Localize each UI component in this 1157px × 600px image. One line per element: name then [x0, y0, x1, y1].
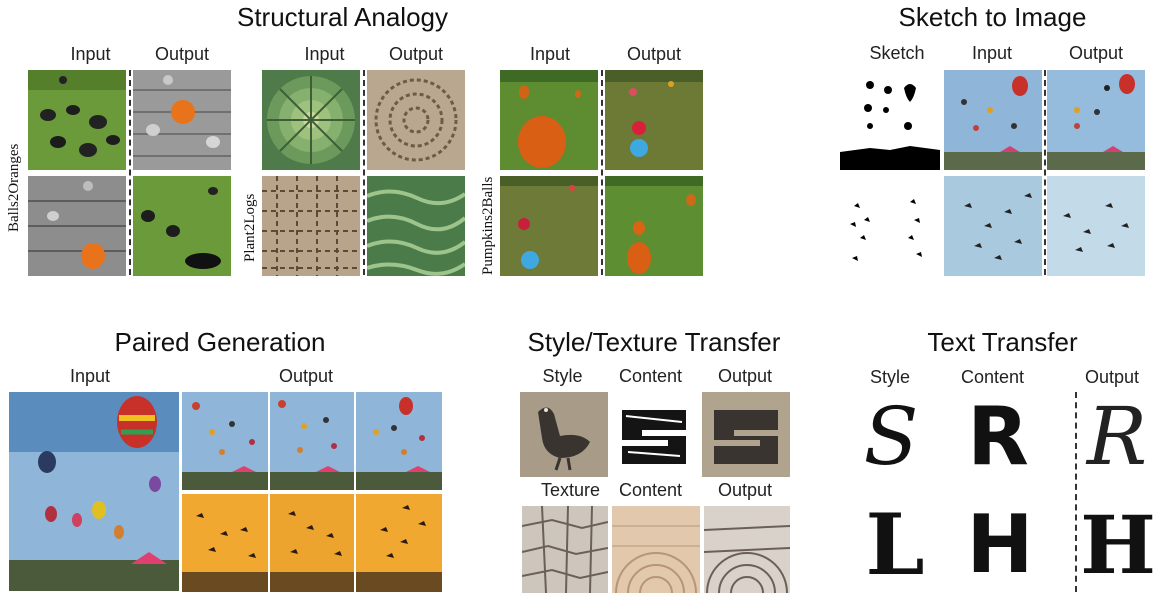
- texture-label: Texture: [540, 480, 601, 500]
- paired-generation-title: Paired Generation: [114, 327, 326, 357]
- mosaic-bird-style-image: [520, 392, 608, 477]
- balloon-sketch-input-image: [944, 70, 1042, 170]
- logs-output-image: [367, 70, 465, 170]
- balloon-sketch-image: [840, 70, 940, 170]
- text-content-label: Content: [960, 367, 1025, 387]
- paired-output-balloons-3: [356, 392, 442, 490]
- balls-output-image: [133, 70, 231, 170]
- cracked-texture-image: [522, 506, 608, 593]
- group1-output-label: Output: [154, 44, 210, 64]
- paired-output-birds-2: [270, 494, 354, 592]
- sketch-output-label: Output: [1068, 43, 1124, 63]
- group3-divider: [601, 70, 603, 275]
- plant-output-image: [367, 176, 465, 276]
- cracked-output-image: [704, 506, 790, 593]
- group3-output-label: Output: [626, 44, 682, 64]
- pumpkins2balls-label: Pumpkins2Balls: [480, 176, 496, 275]
- paired-input-label: Input: [69, 366, 111, 386]
- birds-output-image: [1047, 176, 1145, 276]
- letter-s-content-image: [612, 392, 698, 477]
- balls2oranges-label: Balls2Oranges: [6, 143, 22, 232]
- glyph-content-h: H: [966, 498, 1034, 591]
- glyph-style-l: L: [865, 495, 925, 594]
- logs-input-image: [262, 176, 360, 276]
- glyph-style-s: S: [863, 390, 919, 483]
- mosaic-s-output-image: [702, 392, 790, 477]
- group2-input-label: Input: [304, 44, 345, 64]
- sketch-input-label: Input: [971, 43, 1013, 63]
- group2-output-label: Output: [388, 44, 444, 64]
- pumpkins-input-image: [500, 70, 598, 170]
- style-texture-transfer-title: Style/Texture Transfer: [527, 327, 781, 357]
- content-label-1: Content: [618, 366, 683, 386]
- structural-analogy-title: Structural Analogy: [236, 2, 448, 32]
- text-style-label: Style: [869, 367, 911, 387]
- plant2logs-label: Plant2Logs: [242, 193, 258, 262]
- output-label-1: Output: [717, 366, 773, 386]
- style-label: Style: [542, 366, 583, 386]
- sketch-divider: [1044, 70, 1046, 275]
- content-label-2: Content: [618, 480, 683, 500]
- group1-input-label: Input: [70, 44, 111, 64]
- balloon-sketch-output-image: [1047, 70, 1145, 170]
- birds-sketch-image: [840, 176, 940, 276]
- paired-output-birds-1: [182, 494, 268, 592]
- glyph-content-r: R: [967, 390, 1029, 483]
- sketch-label: Sketch: [869, 43, 925, 63]
- sketch-to-image-title: Sketch to Image: [898, 2, 1087, 32]
- paired-output-birds-3: [356, 494, 442, 592]
- cobblestone-content-image: [612, 506, 700, 593]
- group3-input-label: Input: [529, 44, 571, 64]
- pumpkins-output-image: [605, 176, 703, 276]
- group1-divider: [129, 70, 131, 275]
- paired-output-balloons-1: [182, 392, 268, 490]
- birds-input-image: [944, 176, 1042, 276]
- text-transfer-divider: [1075, 392, 1077, 592]
- text-transfer-title: Text Transfer: [927, 327, 1078, 357]
- group2-divider: [363, 70, 365, 275]
- balls-on-field-input-image: [500, 176, 598, 276]
- balls-on-grass-output-image: [605, 70, 703, 170]
- output-label-2: Output: [717, 480, 773, 500]
- balls-input-image: [28, 70, 126, 170]
- paired-output-label: Output: [278, 366, 334, 386]
- glyph-output-r: R: [1086, 390, 1148, 483]
- grass-output-image: [133, 176, 231, 276]
- wood-input-image: [28, 176, 126, 276]
- glyph-output-h: H: [1080, 498, 1156, 592]
- paired-output-balloons-2: [270, 392, 354, 490]
- paired-input-image: [9, 392, 179, 591]
- text-output-label: Output: [1084, 367, 1140, 387]
- plant-input-image: [262, 70, 360, 170]
